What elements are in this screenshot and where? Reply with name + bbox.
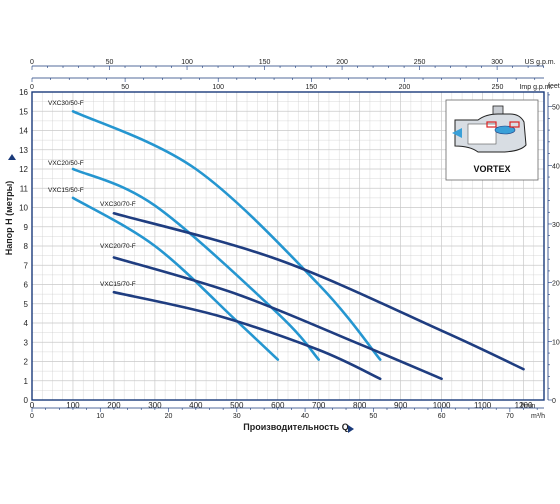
series-label: VXC15/70-F [100, 281, 136, 288]
series-label: VXC30/70-F [100, 201, 136, 208]
y-tick-label: 2 [24, 358, 29, 367]
imp-gpm-tick-label: 200 [399, 84, 411, 91]
y-tick-label: 13 [19, 146, 28, 155]
x-tick-label: 300 [148, 401, 162, 410]
m3h-tick-label: 70 [506, 413, 514, 420]
feet-unit-label: feet [548, 83, 560, 90]
imp-gpm-tick-label: 150 [305, 84, 317, 91]
feet-tick-label: 10 [552, 339, 560, 346]
y-tick-label: 3 [24, 338, 29, 347]
m3h-tick-label: 60 [438, 413, 446, 420]
y-axis-arrow-icon [8, 154, 16, 160]
x-tick-label: 0 [30, 401, 35, 410]
imp-gpm-tick-label: 0 [30, 84, 34, 91]
feet-tick-label: 40 [552, 163, 560, 170]
y-tick-label: 4 [24, 319, 29, 328]
x-tick-label: 200 [107, 401, 121, 410]
us-gpm-tick-label: 100 [181, 59, 193, 66]
imp-gpm-tick-label: 100 [212, 84, 224, 91]
feet-tick-label: 0 [552, 398, 556, 405]
vortex-inset: VORTEX [445, 99, 539, 181]
feet-tick-label: 50 [552, 105, 560, 112]
m3h-tick-label: 30 [233, 413, 241, 420]
m3h-tick-label: 0 [30, 413, 34, 420]
imp-gpm-tick-label: 50 [121, 84, 129, 91]
y-tick-label: 0 [24, 396, 29, 405]
x-tick-label: 1200 [515, 401, 533, 410]
feet-tick-label: 30 [552, 222, 560, 229]
y-axis-title: Напор H (метры) [4, 181, 14, 256]
y-tick-label: 1 [24, 377, 29, 386]
x-axis: 0 100 200 300 400 500 600 700 800 900 1000 1100 1200… [30, 401, 545, 420]
y-tick-label: 5 [24, 300, 29, 309]
x-tick-label: 100 [66, 401, 80, 410]
x-tick-label: 600 [271, 401, 285, 410]
x-tick-label: 800 [353, 401, 367, 410]
series-line-VXC20/50-F [71, 167, 320, 361]
us-gpm-tick-label: 150 [259, 59, 271, 66]
series-line-VXC15/70-F [112, 290, 382, 381]
us-gpm-tick-label: 250 [414, 59, 426, 66]
y-tick-label: 6 [24, 281, 29, 290]
series-labels: VXC30/50-F VXC20/50-F VXC15/50-F VXC30/70-F… [48, 100, 136, 288]
flow-arrow-icon [452, 128, 462, 138]
m3h-tick-label: 20 [165, 413, 173, 420]
series-line-VXC15/50-F [71, 196, 280, 361]
y-tick-label: 16 [19, 88, 28, 97]
x-unit-label: l/min [521, 403, 536, 410]
x-tick-label: 1100 [474, 401, 492, 410]
y-tick-label: 12 [19, 165, 28, 174]
y-tick-label: 7 [24, 261, 29, 270]
m3h-tick-label: 40 [301, 413, 309, 420]
y-tick-label: 14 [19, 127, 28, 136]
impeller-icon [494, 125, 516, 135]
right-feet-axis: 0 10 20 30 40 50 feet [547, 83, 560, 405]
us-gpm-tick-label: 0 [30, 59, 34, 66]
y-tick-label: 9 [24, 223, 29, 232]
m3h-tick-label: 50 [369, 413, 377, 420]
x-tick-label: 900 [394, 401, 408, 410]
series-line-VXC20/70-F [112, 256, 443, 381]
x-tick-label: 700 [312, 401, 326, 410]
us-gpm-tick-label: 300 [491, 59, 503, 66]
feet-tick-label: 20 [552, 281, 560, 288]
x-tick-label: 400 [189, 401, 203, 410]
top-axes: 0 50 100 150 200 250 300 0 50 100 150 200 250 US g.p.… [30, 59, 556, 91]
series-label: VXC20/50-F [48, 160, 84, 167]
x-tick-label: 1000 [433, 401, 451, 410]
plot-frame [31, 91, 545, 401]
series-label: VXC15/50-F [48, 187, 84, 194]
m3h-unit-label: m³/h [531, 413, 545, 420]
series-label: VXC20/70-F [100, 243, 136, 250]
series-label: VXC30/50-F [48, 100, 84, 107]
us-gpm-unit-label: US g.p.m. [524, 59, 555, 66]
vortex-label: VORTEX [473, 164, 510, 174]
series-line-VXC30/50-F [71, 110, 382, 361]
x-tick-label: 500 [230, 401, 244, 410]
series-line-VXC30/70-F [112, 212, 525, 371]
imp-gpm-unit-label: Imp g.p.m. [519, 84, 552, 91]
x-axis-title: Производительность Q [243, 422, 348, 432]
series-lines [71, 110, 525, 381]
y-tick-label: 15 [19, 107, 28, 116]
y-tick-label: 11 [20, 184, 29, 193]
x-axis-arrow-icon [348, 425, 354, 433]
imp-gpm-tick-label: 250 [492, 84, 504, 91]
y-tick-label: 8 [24, 242, 29, 251]
m3h-tick-label: 10 [96, 413, 104, 420]
us-gpm-tick-label: 200 [336, 59, 348, 66]
us-gpm-tick-label: 50 [106, 59, 114, 66]
y-tick-label: 10 [19, 204, 28, 213]
